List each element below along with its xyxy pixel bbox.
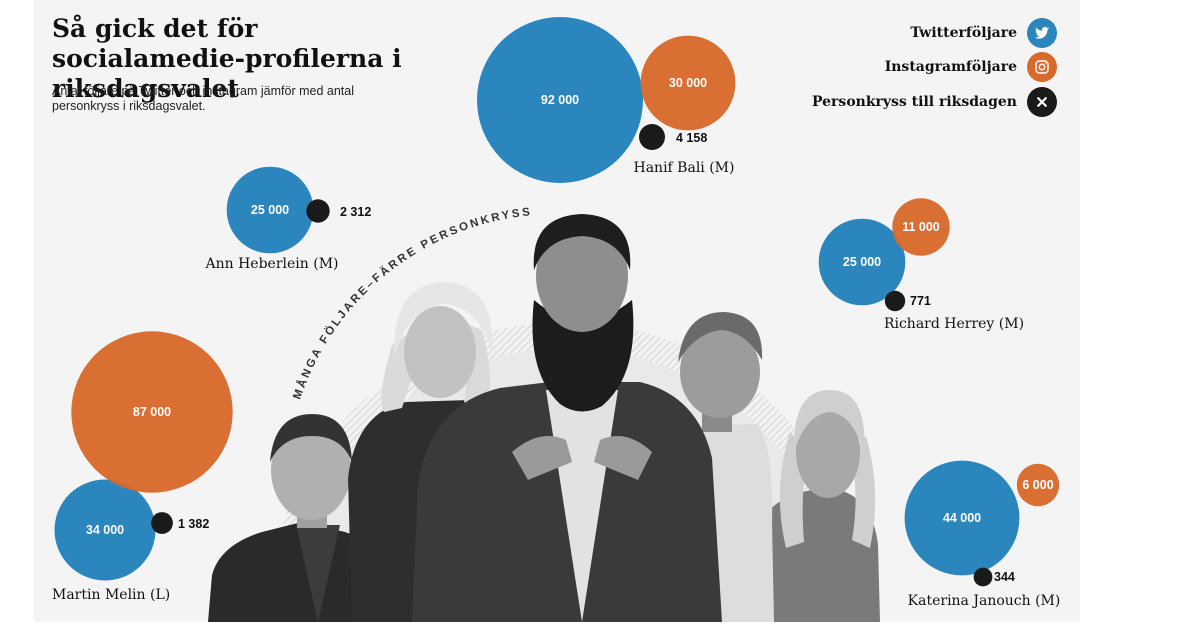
chart-subtitle: Antal följare på Twitter och instagram j… — [52, 84, 354, 113]
twitter-bird-icon — [1027, 18, 1057, 48]
instagram-bubble — [71, 331, 233, 493]
twitter-bubble — [54, 479, 156, 581]
instagram-bubble — [1016, 463, 1060, 507]
person-name-label: Katerina Janouch (M) — [908, 593, 1061, 609]
twitter-value-label: 25 000 — [251, 203, 289, 217]
portrait-hanif-bali — [412, 214, 722, 622]
twitter-bubble — [477, 17, 643, 183]
instagram-value-label: 30 000 — [669, 76, 707, 90]
person-name-label: Hanif Bali (M) — [634, 160, 735, 176]
votes-dot — [884, 290, 906, 312]
twitter-bubble — [226, 166, 314, 254]
votes-value-label: 771 — [910, 294, 931, 308]
legend-label: Personkryss till riksdagen — [812, 94, 1017, 110]
legend-item: Twitterföljare — [910, 18, 1057, 48]
cross-icon — [1027, 87, 1057, 117]
votes-dot — [639, 124, 665, 150]
instagram-value-label: 6 000 — [1022, 478, 1053, 492]
legend-label: Instagramföljare — [884, 59, 1017, 75]
twitter-value-label: 44 000 — [943, 511, 981, 525]
legend-label: Twitterföljare — [910, 25, 1017, 41]
portrait-silhouettes — [208, 214, 880, 622]
twitter-bubble — [904, 460, 1020, 576]
instagram-bubble — [892, 198, 950, 256]
twitter-value-label: 34 000 — [86, 523, 124, 537]
legend-item: Personkryss till riksdagen — [812, 87, 1057, 117]
twitter-value-label: 92 000 — [541, 93, 579, 107]
twitter-bubble — [818, 218, 906, 306]
chart-title: Så gick det för socialamedie-profilerna … — [52, 14, 402, 103]
twitter-value-label: 25 000 — [843, 255, 881, 269]
portrait-katerina-janouch — [750, 390, 880, 622]
votes-value-label: 344 — [994, 570, 1015, 584]
person-name-label: Ann Heberlein (M) — [205, 256, 339, 272]
person-name-label: Richard Herrey (M) — [884, 316, 1024, 332]
votes-dot — [306, 199, 330, 223]
instagram-value-label: 87 000 — [133, 405, 171, 419]
votes-dot — [973, 567, 993, 587]
votes-dot — [151, 512, 173, 534]
legend-item: Instagramföljare — [885, 52, 1057, 82]
votes-value-label: 2 312 — [340, 205, 371, 219]
votes-value-label: 4 158 — [676, 131, 707, 145]
instagram-value-label: 11 000 — [902, 220, 940, 234]
instagram-icon — [1027, 52, 1057, 82]
bubbles-layer: 92 000 30 000 4 158 Hanif Bali (M) 25 000 2 3… — [52, 17, 1060, 609]
instagram-bubble — [640, 35, 736, 131]
votes-value-label: 1 382 — [178, 517, 209, 531]
person-name-label: Martin Melin (L) — [52, 587, 170, 603]
